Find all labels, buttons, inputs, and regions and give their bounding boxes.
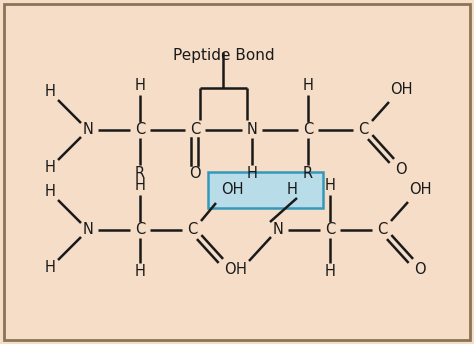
Text: H: H	[135, 265, 146, 279]
Text: OH: OH	[390, 83, 412, 97]
Text: OH: OH	[221, 183, 243, 197]
Text: H: H	[246, 166, 257, 182]
Text: H: H	[302, 78, 313, 94]
Text: H: H	[135, 179, 146, 193]
Text: H: H	[325, 265, 336, 279]
Text: H: H	[325, 179, 336, 193]
Text: O: O	[395, 162, 407, 178]
Text: C: C	[135, 223, 145, 237]
Text: H: H	[45, 161, 55, 175]
Text: R: R	[135, 166, 145, 182]
Text: Peptide Bond: Peptide Bond	[173, 48, 274, 63]
Text: H: H	[45, 260, 55, 276]
Text: C: C	[187, 223, 197, 237]
Text: C: C	[303, 122, 313, 138]
Text: OH: OH	[409, 183, 431, 197]
Text: C: C	[190, 122, 200, 138]
Text: C: C	[325, 223, 335, 237]
Text: H: H	[135, 78, 146, 94]
Text: H: H	[287, 183, 298, 197]
Text: O: O	[414, 262, 426, 278]
Text: C: C	[135, 122, 145, 138]
Text: N: N	[273, 223, 283, 237]
Text: O: O	[189, 166, 201, 182]
Text: C: C	[358, 122, 368, 138]
Text: H: H	[45, 85, 55, 99]
Text: H: H	[236, 262, 246, 278]
Bar	[208, 172, 323, 208]
Text: R: R	[303, 166, 313, 182]
Text: N: N	[82, 122, 93, 138]
Text: O: O	[224, 262, 236, 278]
Text: H: H	[45, 184, 55, 200]
Text: N: N	[246, 122, 257, 138]
Text: N: N	[82, 223, 93, 237]
Text: C: C	[377, 223, 387, 237]
